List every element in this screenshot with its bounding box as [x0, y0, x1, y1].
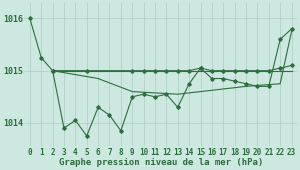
X-axis label: Graphe pression niveau de la mer (hPa): Graphe pression niveau de la mer (hPa) — [58, 158, 263, 167]
